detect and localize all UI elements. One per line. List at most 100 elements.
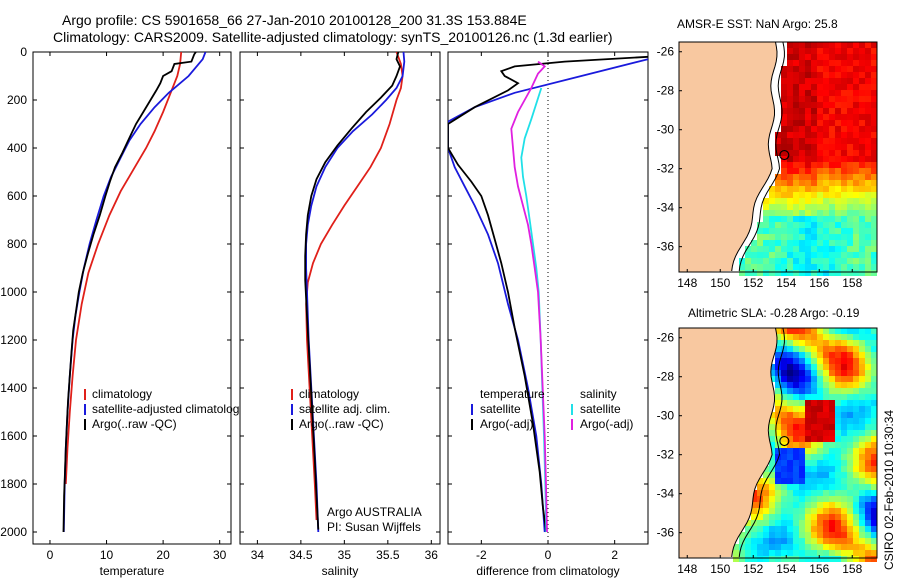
map-cell xyxy=(853,258,859,264)
map-cell xyxy=(811,90,817,96)
map-cell xyxy=(805,436,811,442)
map-cell xyxy=(787,210,793,216)
map-cell xyxy=(757,532,763,538)
map-cell xyxy=(871,168,877,174)
map-cell xyxy=(811,192,817,198)
map-cell xyxy=(793,508,799,514)
map-cell xyxy=(871,448,877,454)
map-cell xyxy=(859,424,865,430)
map-cell xyxy=(823,108,829,114)
map-cell xyxy=(859,370,865,376)
map-cell xyxy=(871,216,877,222)
map-cell xyxy=(829,150,835,156)
map-cell xyxy=(829,406,835,412)
map-cell xyxy=(793,430,799,436)
map-cell xyxy=(787,156,793,162)
map-cell xyxy=(793,442,799,448)
map-cell xyxy=(829,186,835,192)
map-cell xyxy=(781,174,787,180)
map-cell xyxy=(757,240,763,246)
map-cell xyxy=(805,526,811,532)
map-cell xyxy=(775,466,781,472)
map-cell xyxy=(781,430,787,436)
map-cell xyxy=(859,144,865,150)
map-cell xyxy=(841,162,847,168)
map-cell xyxy=(793,406,799,412)
map-cell xyxy=(841,406,847,412)
map-cell xyxy=(775,222,781,228)
map-cell xyxy=(835,436,841,442)
map-cell xyxy=(787,216,793,222)
x-tick-label: 36 xyxy=(425,548,439,562)
map-cell xyxy=(775,424,781,430)
map-cell xyxy=(769,246,775,252)
map-cell xyxy=(805,90,811,96)
map-cell xyxy=(865,186,871,192)
map-cell xyxy=(829,514,835,520)
map-cell xyxy=(781,424,787,430)
map-cell xyxy=(787,352,793,358)
map-cell xyxy=(853,346,859,352)
map-cell xyxy=(787,358,793,364)
map-cell xyxy=(805,406,811,412)
map-cell xyxy=(847,240,853,246)
map-cell xyxy=(763,472,769,478)
map-cell xyxy=(787,96,793,102)
map-cell xyxy=(853,412,859,418)
map-cell xyxy=(793,400,799,406)
map-cell xyxy=(853,454,859,460)
map-cell xyxy=(853,364,859,370)
map-cell xyxy=(871,520,877,526)
map-cell xyxy=(823,54,829,60)
map-cell xyxy=(847,120,853,126)
map-cell xyxy=(835,328,841,334)
map-cell xyxy=(823,42,829,48)
map-cell xyxy=(799,442,805,448)
map-cell xyxy=(787,180,793,186)
map-cell xyxy=(781,144,787,150)
y-tick-label: -28 xyxy=(657,84,675,98)
map-cell xyxy=(799,400,805,406)
map-cell xyxy=(859,264,865,270)
map-cell xyxy=(871,364,877,370)
map-cell xyxy=(835,418,841,424)
map-cell xyxy=(865,412,871,418)
map-cell xyxy=(817,394,823,400)
map-cell xyxy=(817,240,823,246)
map-cell xyxy=(835,460,841,466)
map-cell xyxy=(859,180,865,186)
map-cell xyxy=(817,544,823,550)
map-cell xyxy=(817,442,823,448)
map-cell xyxy=(853,126,859,132)
map-cell xyxy=(781,192,787,198)
map-cell xyxy=(835,108,841,114)
map-cell xyxy=(829,96,835,102)
map-cell xyxy=(799,346,805,352)
map-cell xyxy=(805,66,811,72)
map-cell xyxy=(769,508,775,514)
map-cell xyxy=(865,42,871,48)
map-cell xyxy=(865,48,871,54)
map-cell xyxy=(805,48,811,54)
map-cell xyxy=(787,406,793,412)
map-cell xyxy=(775,90,781,96)
map-cell xyxy=(853,550,859,556)
map-cell xyxy=(835,466,841,472)
map-cell xyxy=(835,246,841,252)
x-tick-label: 158 xyxy=(842,562,862,576)
map-cell xyxy=(787,54,793,60)
y-tick-label: 2000 xyxy=(0,525,27,539)
map-cell xyxy=(847,424,853,430)
map-cell xyxy=(817,66,823,72)
map-cell xyxy=(865,60,871,66)
map-cell xyxy=(757,270,763,276)
map-cell xyxy=(805,162,811,168)
map-cell xyxy=(853,114,859,120)
map-cell xyxy=(787,228,793,234)
map-cell xyxy=(817,42,823,48)
map-cell xyxy=(835,448,841,454)
map-cell xyxy=(811,472,817,478)
map-cell xyxy=(817,192,823,198)
map-cell xyxy=(763,222,769,228)
map-cell xyxy=(793,412,799,418)
